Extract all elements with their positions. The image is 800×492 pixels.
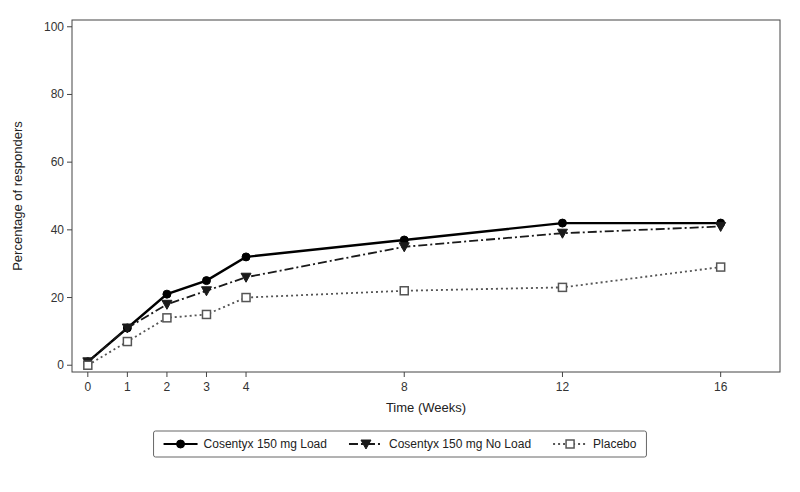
legend-frame — [154, 431, 647, 457]
legend-item: Placebo — [553, 437, 637, 451]
x-tick — [246, 372, 247, 377]
point — [241, 273, 251, 282]
y-tick-label: 60 — [51, 155, 65, 169]
y-tick — [67, 297, 72, 298]
point — [716, 222, 726, 231]
point — [162, 300, 172, 309]
x-axis-label: Time (Weeks) — [386, 400, 466, 415]
point — [202, 277, 210, 285]
legend-label: Cosentyx 150 mg No Load — [389, 437, 531, 451]
legend-item: Cosentyx 150 mg No Load — [349, 437, 531, 451]
x-tick-label: 1 — [124, 380, 131, 394]
point — [163, 290, 171, 298]
series-line — [88, 267, 721, 365]
x-tick-label: 4 — [243, 380, 250, 394]
legend-marker — [177, 440, 185, 448]
x-tick-label: 3 — [203, 380, 210, 394]
point — [201, 287, 211, 296]
y-tick — [67, 94, 72, 95]
point — [242, 253, 250, 261]
point — [84, 361, 92, 369]
point — [717, 263, 725, 271]
y-tick — [67, 162, 72, 163]
point — [557, 229, 567, 238]
point — [558, 219, 566, 227]
point — [122, 324, 132, 333]
x-tick-label: 0 — [84, 380, 91, 394]
point — [558, 283, 566, 291]
legend-label: Cosentyx 150 mg Load — [204, 437, 327, 451]
x-tick — [127, 372, 128, 377]
x-tick — [87, 372, 88, 377]
legend-label: Placebo — [593, 437, 637, 451]
series-line — [88, 226, 721, 361]
point — [163, 314, 171, 322]
y-tick — [67, 365, 72, 366]
legend-marker — [361, 440, 371, 449]
y-tick-label: 40 — [51, 223, 65, 237]
y-tick-label: 0 — [57, 358, 64, 372]
series-line — [88, 223, 721, 362]
x-tick-label: 2 — [164, 380, 171, 394]
x-tick-label: 8 — [401, 380, 408, 394]
x-tick — [562, 372, 563, 377]
legend-marker — [566, 440, 574, 448]
chart: 0123481216020406080100Time (Weeks)Percen… — [0, 0, 800, 492]
y-tick — [67, 26, 72, 27]
point — [202, 310, 210, 318]
y-axis-label: Percentage of responders — [10, 121, 25, 271]
point — [123, 338, 131, 346]
point — [123, 324, 131, 332]
y-tick-label: 80 — [51, 87, 65, 101]
x-tick-label: 12 — [556, 380, 570, 394]
point — [242, 294, 250, 302]
y-tick-label: 20 — [51, 291, 65, 305]
legend-item: Cosentyx 150 mg Load — [164, 437, 327, 451]
point — [399, 243, 409, 252]
plot-frame — [72, 20, 780, 372]
x-tick — [166, 372, 167, 377]
x-tick — [404, 372, 405, 377]
y-tick — [67, 229, 72, 230]
x-tick-label: 16 — [714, 380, 728, 394]
x-tick — [720, 372, 721, 377]
x-tick — [206, 372, 207, 377]
plot-area — [83, 219, 726, 369]
point — [400, 287, 408, 295]
y-tick-label: 100 — [44, 20, 64, 34]
legend: Cosentyx 150 mg Load Cosentyx 150 mg No L… — [154, 431, 647, 457]
